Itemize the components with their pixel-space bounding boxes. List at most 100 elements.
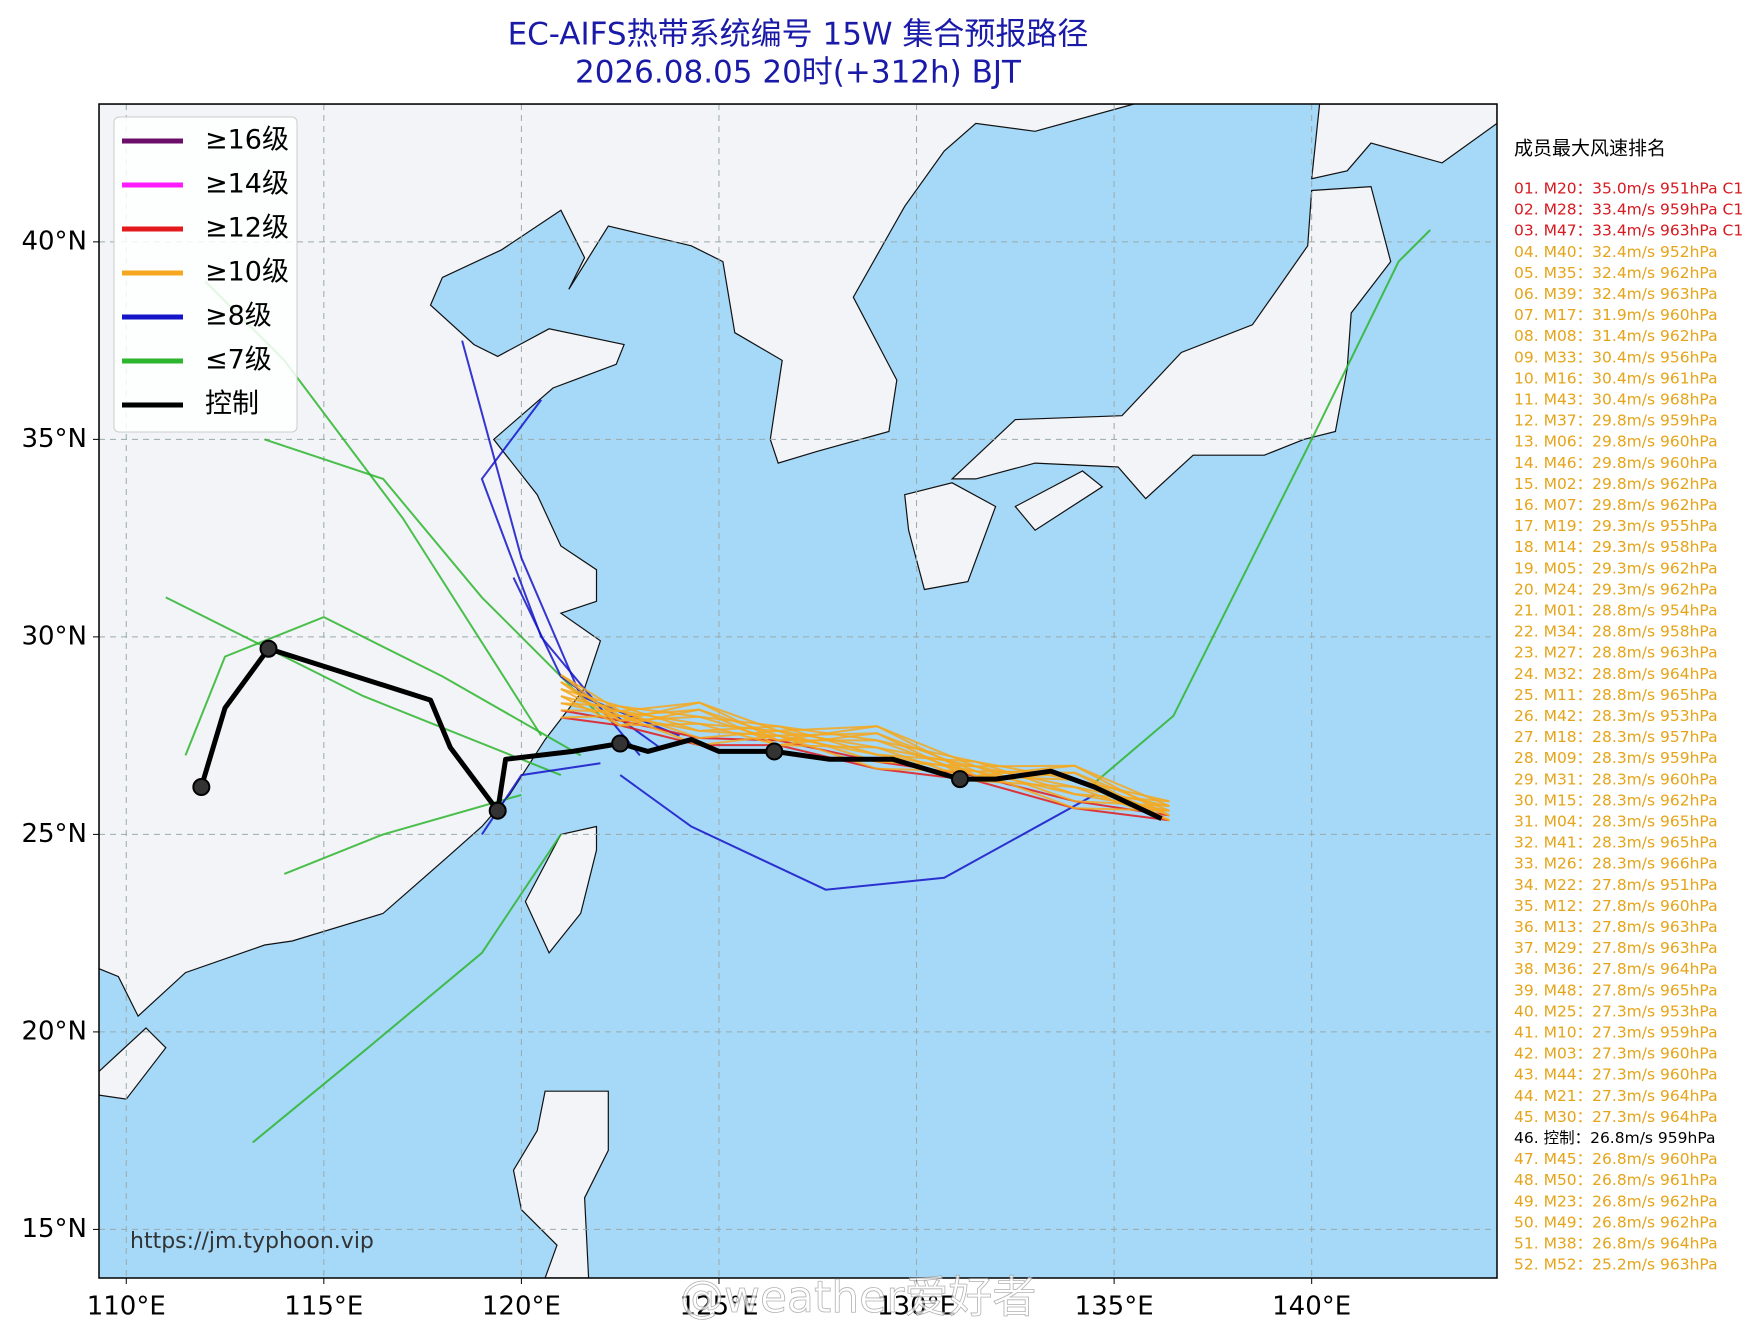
member-track bbox=[165, 596, 562, 777]
x-tick-label: 115°E bbox=[284, 1292, 363, 1322]
ranking-item: 29. M31：28.3m/s 960hPa bbox=[1514, 770, 1718, 788]
member-track bbox=[283, 793, 522, 875]
legend-label: ≥16级 bbox=[205, 125, 289, 156]
ranking-item: 08. M08：31.4m/s 962hPa bbox=[1514, 327, 1718, 345]
ranking-item: 21. M01：28.8m/s 954hPa bbox=[1514, 602, 1718, 620]
land bbox=[904, 482, 997, 591]
control-marker bbox=[192, 777, 211, 796]
y-tick-label: 15°N bbox=[21, 1214, 87, 1244]
ranking-item: 36. M13：27.8m/s 963hPa bbox=[1514, 918, 1718, 936]
ranking-item: 49. M23：26.8m/s 962hPa bbox=[1514, 1192, 1718, 1210]
land bbox=[1311, 104, 1497, 180]
ranking-item: 30. M15：28.3m/s 962hPa bbox=[1514, 791, 1718, 809]
ranking-item: 14. M46：29.8m/s 960hPa bbox=[1514, 454, 1718, 472]
x-tick-label: 110°E bbox=[87, 1292, 166, 1322]
ranking-item: 22. M34：28.8m/s 958hPa bbox=[1514, 623, 1718, 641]
ranking-item: 37. M29：27.8m/s 963hPa bbox=[1514, 939, 1718, 957]
control-marker bbox=[611, 734, 630, 753]
title: EC-AIFS热带系统编号 15W 集合预报路径 bbox=[508, 17, 1089, 53]
ranking-item: 45. M30：27.3m/s 964hPa bbox=[1514, 1108, 1718, 1126]
member-track bbox=[184, 616, 582, 757]
land bbox=[950, 185, 1392, 500]
ranking-item: 07. M17：31.9m/s 960hPa bbox=[1514, 306, 1718, 324]
watermark: @weather爱好者 bbox=[680, 1272, 1036, 1323]
map-layer bbox=[99, 104, 1497, 1278]
legend-label: ≥12级 bbox=[205, 213, 289, 244]
member-track bbox=[560, 688, 1170, 817]
ranking-item: 47. M45：26.8m/s 960hPa bbox=[1514, 1150, 1718, 1168]
x-tick-label: 120°E bbox=[482, 1292, 561, 1322]
ranking-item: 05. M35：32.4m/s 962hPa bbox=[1514, 264, 1718, 282]
member-track bbox=[252, 833, 562, 1144]
ranking-item: 41. M10：27.3m/s 959hPa bbox=[1514, 1024, 1718, 1042]
member-track bbox=[560, 673, 1170, 807]
ranking-item: 06. M39：32.4m/s 963hPa bbox=[1514, 285, 1718, 303]
land bbox=[512, 1090, 609, 1278]
ranking-item: 33. M26：28.3m/s 966hPa bbox=[1514, 855, 1718, 873]
ranking-item: 04. M40：32.4m/s 952hPa bbox=[1514, 243, 1718, 261]
ranking-item: 42. M03：27.3m/s 960hPa bbox=[1514, 1045, 1718, 1063]
ranking-item: 13. M06：29.8m/s 960hPa bbox=[1514, 433, 1718, 451]
land bbox=[1014, 470, 1104, 531]
ranking-item: 46. 控制：26.8m/s 959hPa bbox=[1514, 1129, 1715, 1147]
ranking-item: 35. M12：27.8m/s 960hPa bbox=[1514, 897, 1718, 915]
ranking-item: 09. M33：30.4m/s 956hPa bbox=[1514, 348, 1718, 366]
ranking-item: 02. M28：33.4m/s 959hPa C1 bbox=[1514, 201, 1743, 219]
plot-frame bbox=[98, 103, 1498, 1279]
land bbox=[99, 104, 1135, 1018]
control-marker bbox=[259, 639, 278, 658]
ranking-item: 10. M16：30.4m/s 961hPa bbox=[1514, 369, 1718, 387]
ranking-item: 43. M44：27.3m/s 960hPa bbox=[1514, 1066, 1718, 1084]
subtitle: 2026.08.05 20时(+312h) BJT bbox=[575, 55, 1022, 91]
control-marker bbox=[765, 742, 784, 761]
member-track bbox=[480, 399, 641, 757]
x-tick-label: 140°E bbox=[1272, 1292, 1351, 1322]
ranking-item: 26. M42：28.3m/s 953hPa bbox=[1514, 707, 1718, 725]
x-tick-label: 125°E bbox=[679, 1292, 758, 1322]
land bbox=[99, 1027, 167, 1100]
ranking-item: 18. M14：29.3m/s 958hPa bbox=[1514, 538, 1718, 556]
ranking-item: 16. M07：29.8m/s 962hPa bbox=[1514, 496, 1718, 514]
x-tick-label: 135°E bbox=[1075, 1292, 1154, 1322]
ranking-item: 23. M27：28.8m/s 963hPa bbox=[1514, 644, 1718, 662]
legend-label: ≥10级 bbox=[205, 257, 289, 288]
legend-box bbox=[113, 116, 298, 433]
ranking-item: 12. M37：29.8m/s 959hPa bbox=[1514, 412, 1718, 430]
source-url: https://jm.typhoon.vip bbox=[130, 1229, 374, 1254]
ranking-item: 01. M20：35.0m/s 951hPa C1 bbox=[1514, 180, 1743, 198]
ranking-item: 25. M11：28.8m/s 965hPa bbox=[1514, 686, 1718, 704]
ranking-item: 19. M05：29.3m/s 962hPa bbox=[1514, 559, 1718, 577]
ranking-item: 34. M22：27.8m/s 951hPa bbox=[1514, 876, 1718, 894]
legend-label: ≤7级 bbox=[205, 345, 272, 376]
ranking-item: 20. M24：29.3m/s 962hPa bbox=[1514, 580, 1718, 598]
y-tick-label: 40°N bbox=[21, 226, 87, 256]
ranking-item: 51. M38：26.8m/s 964hPa bbox=[1514, 1235, 1718, 1253]
ranking-item: 28. M09：28.3m/s 959hPa bbox=[1514, 749, 1718, 767]
y-tick-label: 30°N bbox=[21, 621, 87, 651]
ranking-item: 27. M18：28.3m/s 957hPa bbox=[1514, 728, 1718, 746]
control-marker bbox=[488, 801, 507, 820]
ranking-item: 24. M32：28.8m/s 964hPa bbox=[1514, 665, 1718, 683]
ranking-item: 39. M48：27.8m/s 965hPa bbox=[1514, 981, 1718, 999]
ranking-item: 15. M02：29.8m/s 962hPa bbox=[1514, 475, 1718, 493]
legend-label: ≥14级 bbox=[205, 169, 289, 200]
ranking-item: 17. M19：29.3m/s 955hPa bbox=[1514, 517, 1718, 535]
x-tick-label: 130°E bbox=[877, 1292, 956, 1322]
ranking-item: 48. M50：26.8m/s 961hPa bbox=[1514, 1171, 1718, 1189]
member-track bbox=[619, 774, 1095, 891]
ranking-item: 44. M21：27.3m/s 964hPa bbox=[1514, 1087, 1718, 1105]
legend-label: ≥8级 bbox=[205, 301, 272, 332]
y-tick-label: 20°N bbox=[21, 1016, 87, 1046]
control-marker bbox=[951, 770, 970, 789]
member-track bbox=[264, 438, 602, 717]
ranking-title: 成员最大风速排名 bbox=[1514, 138, 1666, 160]
control-track bbox=[198, 646, 1163, 821]
member-track bbox=[560, 695, 1170, 822]
ranking-item: 40. M25：27.3m/s 953hPa bbox=[1514, 1002, 1718, 1020]
member-track bbox=[560, 674, 1170, 817]
ranking-item: 52. M52：25.2m/s 963hPa bbox=[1514, 1256, 1718, 1274]
ranking-item: 32. M41：28.3m/s 965hPa bbox=[1514, 834, 1718, 852]
ranking-item: 50. M49：26.8m/s 962hPa bbox=[1514, 1213, 1718, 1231]
